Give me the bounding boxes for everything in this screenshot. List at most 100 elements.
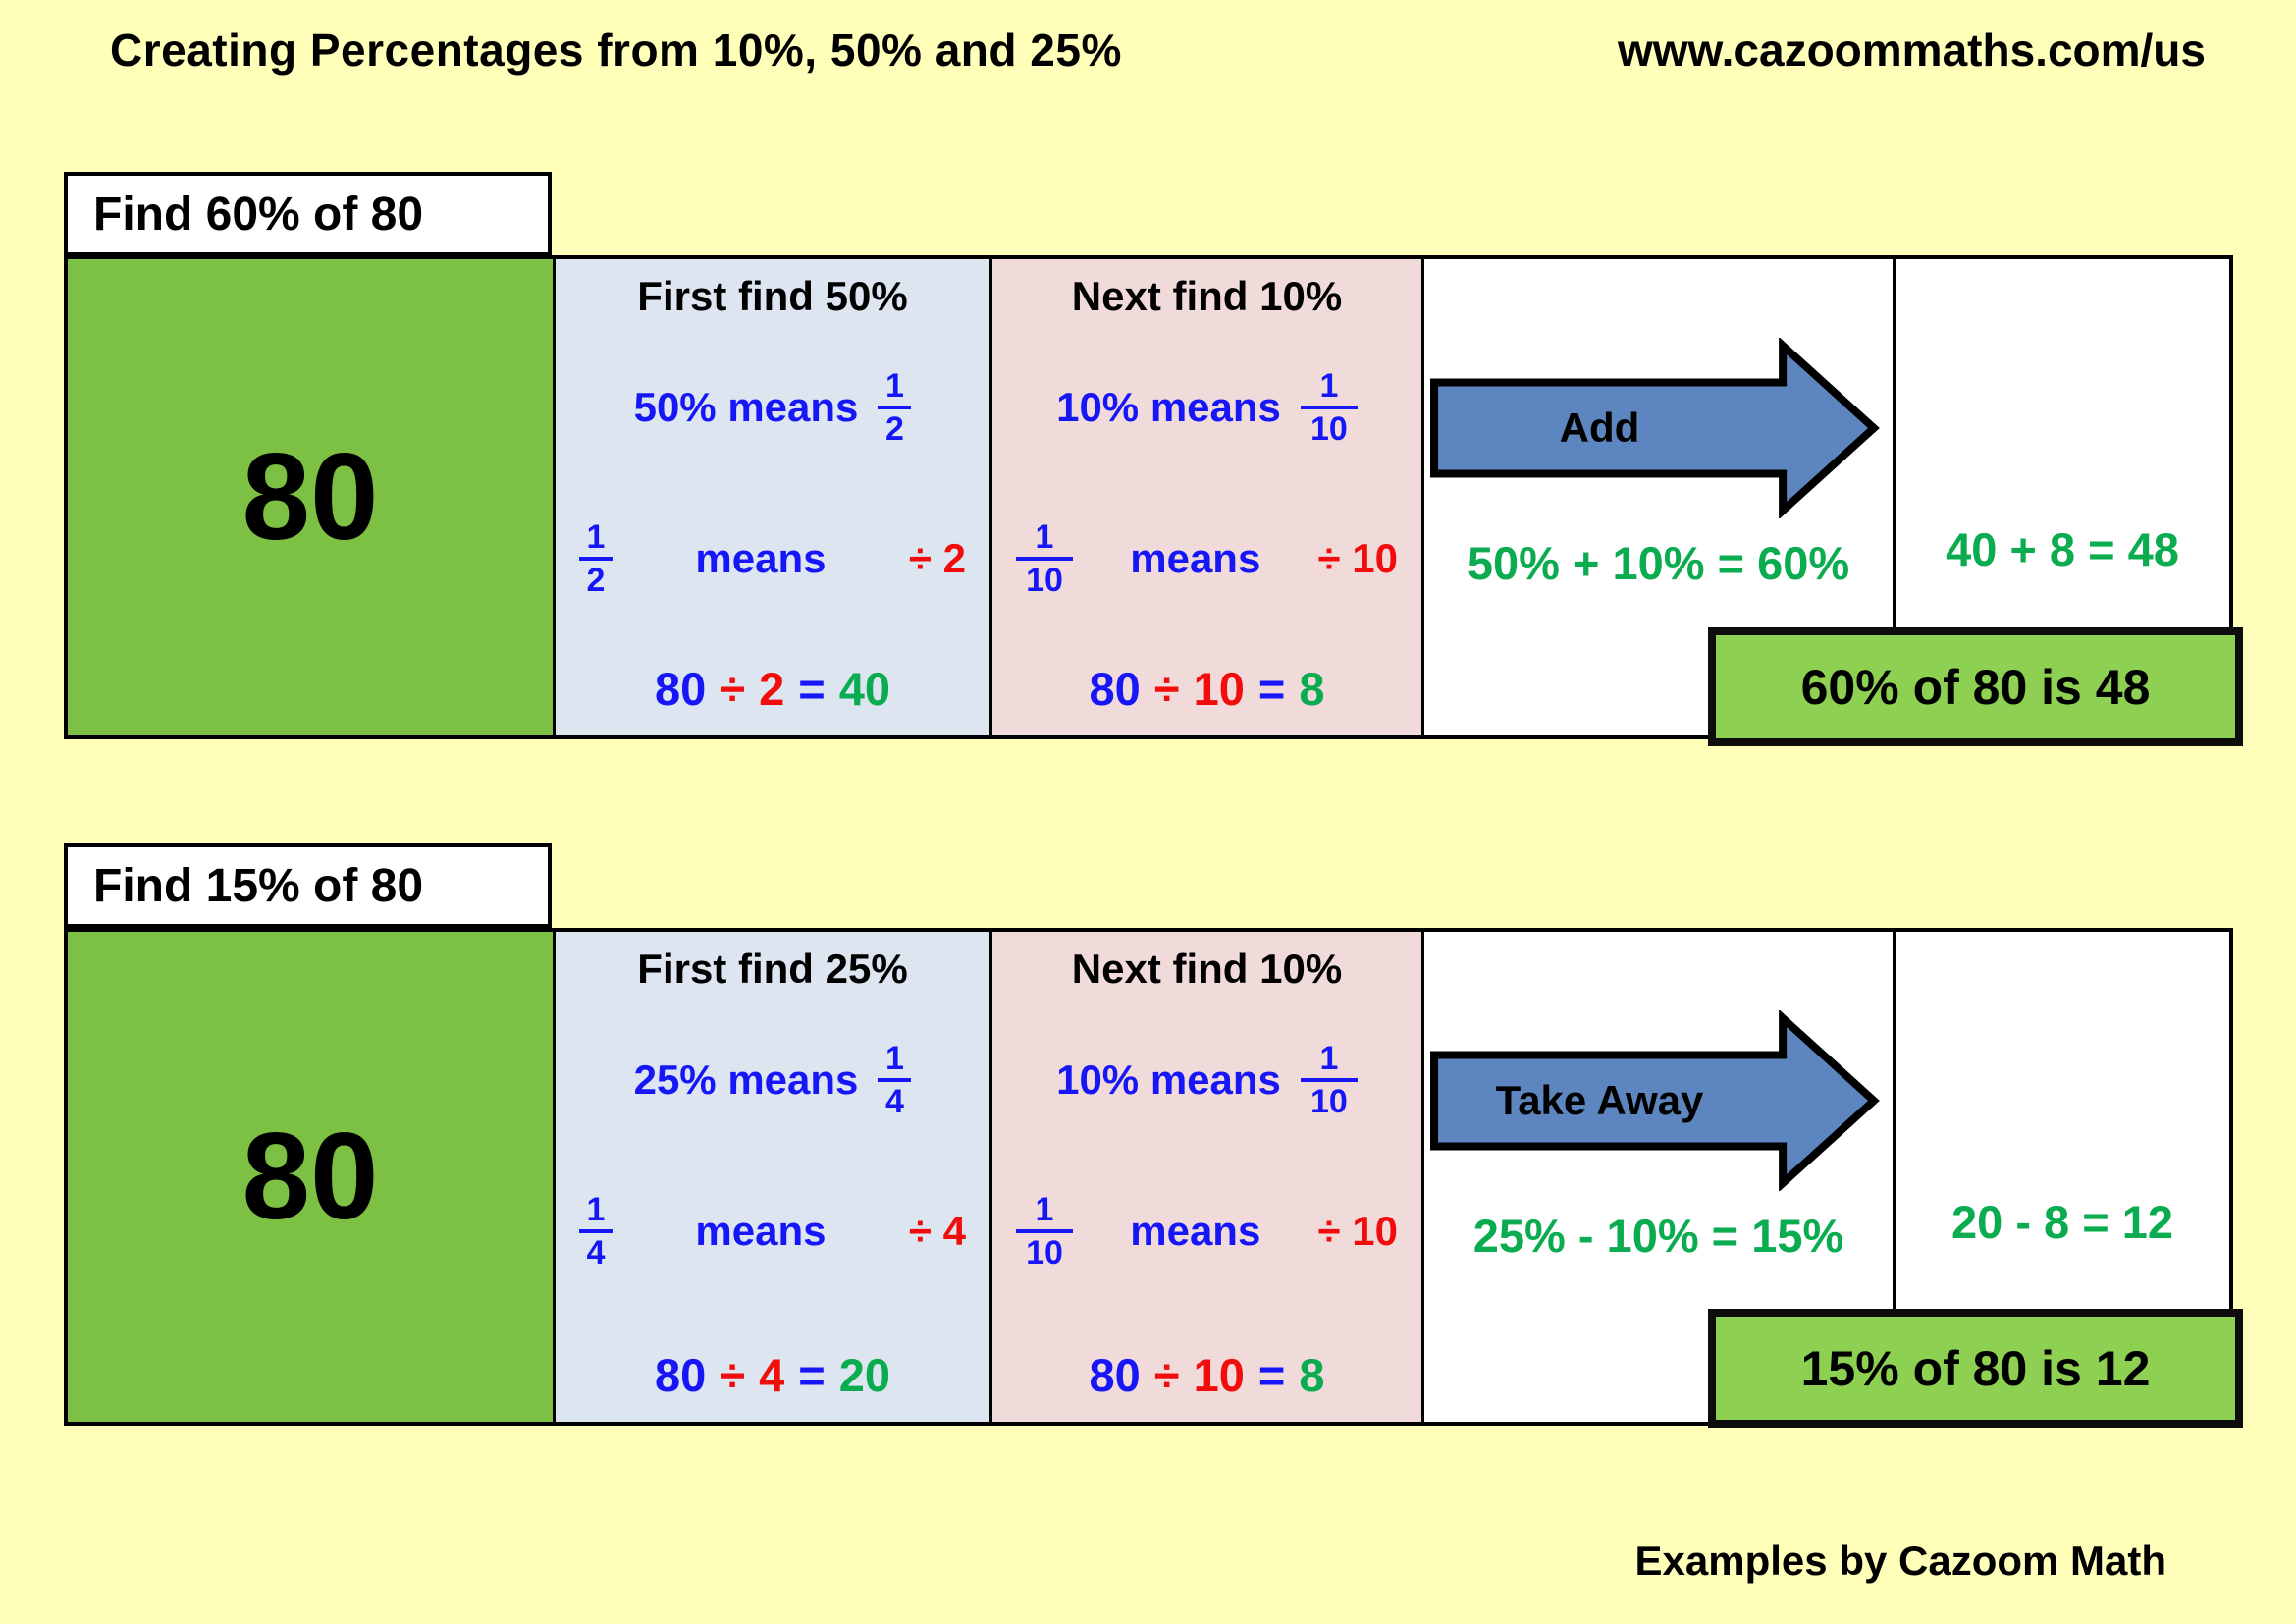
fraction: 1 2 (579, 520, 613, 597)
calc-b: 4 (759, 1349, 785, 1401)
right-arrow-icon (1430, 1010, 1880, 1191)
operation-word: means (1130, 535, 1261, 581)
panel1-find-label: Find 60% of 80 (64, 172, 552, 256)
fraction: 1 10 (1300, 367, 1358, 448)
panel2-step2-cell: Next find 10% 10% means 1 10 1 10 means … (992, 932, 1424, 1422)
calc-result: 40 (838, 663, 890, 715)
step1-meaning-row: 25% means 1 4 (556, 1042, 989, 1118)
fraction: 1 10 (1300, 1040, 1358, 1120)
fraction: 1 10 (1016, 1193, 1073, 1270)
arrow-label: Take Away (1495, 1077, 1704, 1123)
calc-op: ÷ (1153, 663, 1180, 715)
percent-equation: 50% + 10% = 60% (1467, 537, 1850, 589)
arrow-label: Add (1559, 405, 1640, 451)
percent-equation: 25% - 10% = 15% (1472, 1210, 1844, 1262)
calc-a: 80 (655, 1349, 707, 1401)
fraction-bar (878, 406, 912, 409)
panel2-start-cell: 80 (68, 932, 556, 1422)
page-title: Creating Percentages from 10%, 50% and 2… (110, 25, 1122, 76)
fraction-numerator: 1 (884, 1040, 904, 1077)
site-url: www.cazoommaths.com/us (1618, 25, 2206, 76)
step2-header: Next find 10% (1071, 946, 1343, 992)
panel1-table: 80 First find 50% 50% means 1 2 1 2 mean… (64, 255, 2233, 739)
calc-op: ÷ (720, 663, 746, 715)
fraction-denominator: 2 (586, 562, 606, 599)
calc-eq: = (798, 663, 826, 715)
fraction-denominator: 4 (586, 1234, 606, 1272)
step2-header: Next find 10% (1071, 273, 1343, 319)
panel2-find-label: Find 15% of 80 (64, 843, 552, 928)
fraction-denominator: 10 (1309, 410, 1348, 448)
combine-arrow: Add (1430, 338, 1882, 518)
calc-b: 10 (1193, 1349, 1245, 1401)
start-number: 80 (241, 1109, 379, 1245)
fraction-denominator: 10 (1309, 1083, 1348, 1120)
calc-a: 80 (1089, 663, 1141, 715)
fraction-bar (1300, 1078, 1358, 1082)
calc-op: ÷ (1153, 1349, 1180, 1401)
fraction-denominator: 2 (884, 410, 904, 448)
fraction-bar (579, 1229, 613, 1233)
step1-calc-row: 80 ÷ 2 = 40 (556, 662, 989, 716)
operation-word: means (695, 1208, 827, 1254)
combine-arrow: Take Away (1430, 1010, 1882, 1191)
step2-operation-row: 1 10 means ÷ 10 (992, 1193, 1421, 1270)
panel1-step1-cell: First find 50% 50% means 1 2 1 2 means ÷ (556, 259, 992, 735)
fraction-numerator: 1 (1035, 518, 1054, 556)
credit-text: Examples by Cazoom Math (1634, 1538, 2166, 1584)
step2-meaning-row: 10% means 1 10 (992, 369, 1421, 446)
step2-operation-row: 1 10 means ÷ 10 (992, 520, 1421, 597)
calc-eq: = (1257, 663, 1286, 715)
panel1-start-cell: 80 (68, 259, 556, 735)
conclusion-text: 15% of 80 is 12 (1800, 1340, 2151, 1396)
fraction-numerator: 1 (1319, 1040, 1339, 1077)
step1-operation-row: 1 2 means ÷ 2 (556, 520, 989, 597)
meaning-prefix: 10% means (1056, 1056, 1281, 1103)
fraction-denominator: 10 (1026, 1234, 1063, 1272)
fraction-bar (1016, 1229, 1073, 1233)
calc-result: 8 (1299, 1349, 1325, 1401)
operation-divisor: ÷ 4 (908, 1208, 966, 1254)
fraction-numerator: 1 (884, 367, 904, 405)
operation-divisor: ÷ 10 (1317, 1208, 1398, 1254)
meaning-prefix: 50% means (633, 384, 859, 430)
find-label-text: Find 60% of 80 (93, 188, 424, 241)
meaning-prefix: 10% means (1056, 384, 1281, 430)
calc-result: 8 (1299, 663, 1325, 715)
calc-a: 80 (1089, 1349, 1141, 1401)
fraction: 1 4 (579, 1193, 613, 1270)
fraction-numerator: 1 (1035, 1191, 1054, 1228)
step1-calc-row: 80 ÷ 4 = 20 (556, 1348, 989, 1402)
fraction-bar (1300, 406, 1358, 409)
fraction-bar (579, 557, 613, 561)
fraction: 1 4 (878, 1040, 912, 1120)
meaning-prefix: 25% means (633, 1056, 859, 1103)
right-arrow-icon (1430, 338, 1880, 518)
fraction-bar (878, 1078, 912, 1082)
result-equation: 20 - 8 = 12 (1950, 1196, 2174, 1248)
fraction-bar (1016, 557, 1073, 561)
panel1-step2-cell: Next find 10% 10% means 1 10 1 10 means … (992, 259, 1424, 735)
panel1-conclusion-box: 60% of 80 is 48 (1708, 627, 2243, 746)
step2-meaning-row: 10% means 1 10 (992, 1042, 1421, 1118)
step1-operation-row: 1 4 means ÷ 4 (556, 1193, 989, 1270)
operation-divisor: ÷ 10 (1317, 535, 1398, 581)
calc-b: 10 (1193, 663, 1245, 715)
calc-op: ÷ (720, 1349, 746, 1401)
calc-result: 20 (838, 1349, 890, 1401)
fraction-denominator: 4 (884, 1083, 904, 1120)
calc-eq: = (798, 1349, 826, 1401)
operation-word: means (695, 535, 827, 581)
result-equation: 40 + 8 = 48 (1946, 523, 2179, 575)
fraction-numerator: 1 (1319, 367, 1339, 405)
fraction-numerator: 1 (586, 518, 606, 556)
step2-calc-row: 80 ÷ 10 = 8 (992, 662, 1421, 716)
step1-header: First find 25% (637, 946, 908, 992)
find-label-text: Find 15% of 80 (93, 859, 424, 912)
fraction-denominator: 10 (1026, 562, 1063, 599)
operation-divisor: ÷ 2 (908, 535, 966, 581)
calc-a: 80 (655, 663, 707, 715)
operation-word: means (1130, 1208, 1261, 1254)
conclusion-text: 60% of 80 is 48 (1800, 659, 2151, 715)
